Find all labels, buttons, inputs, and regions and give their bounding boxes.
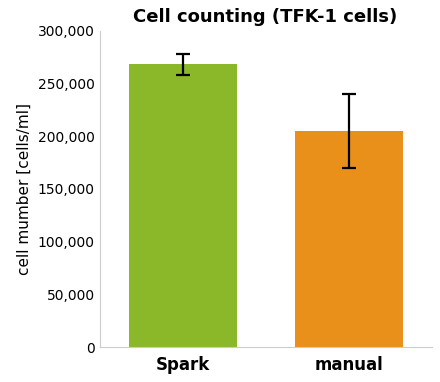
- Bar: [295, 131, 403, 347]
- Bar: [128, 65, 237, 347]
- Y-axis label: cell mumber [cells/ml]: cell mumber [cells/ml]: [17, 103, 32, 275]
- Title: Cell counting (TFK-1 cells): Cell counting (TFK-1 cells): [133, 8, 398, 26]
